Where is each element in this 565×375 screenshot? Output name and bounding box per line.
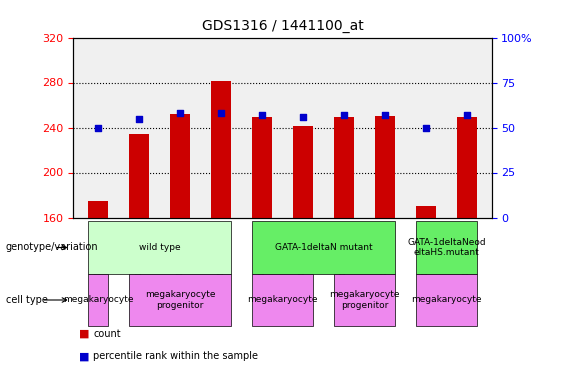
Bar (211, 81, 231, 218)
Bar (129, 134, 149, 218)
Text: megakaryocyte: megakaryocyte (63, 296, 133, 304)
Text: genotype/variation: genotype/variation (6, 243, 98, 252)
Point (176, 110, 185, 116)
Point (134, 116, 144, 122)
Text: GDS1316 / 1441100_at: GDS1316 / 1441100_at (202, 19, 363, 33)
Text: ■: ■ (79, 329, 90, 339)
Text: cell type: cell type (6, 295, 47, 305)
Point (258, 112, 267, 118)
Text: ■: ■ (79, 351, 90, 361)
Bar (170, 114, 190, 218)
Bar (252, 117, 272, 218)
Text: GATA-1deltaN mutant: GATA-1deltaN mutant (275, 243, 372, 252)
Point (216, 110, 225, 116)
Point (380, 112, 389, 118)
Point (462, 112, 471, 118)
Bar (375, 116, 396, 218)
Bar (416, 206, 436, 218)
Point (298, 114, 307, 120)
Bar (457, 117, 477, 218)
Text: megakaryocyte: megakaryocyte (247, 296, 318, 304)
Text: percentile rank within the sample: percentile rank within the sample (93, 351, 258, 361)
Point (340, 112, 349, 118)
Bar (88, 201, 108, 217)
Text: wild type: wild type (139, 243, 180, 252)
Text: GATA-1deltaNeod
eltaHS.mutant: GATA-1deltaNeod eltaHS.mutant (407, 238, 486, 257)
Point (421, 124, 431, 130)
Point (94, 124, 103, 130)
Bar (293, 126, 313, 218)
Text: megakaryocyte
progenitor: megakaryocyte progenitor (329, 290, 399, 310)
Text: count: count (93, 329, 121, 339)
Bar (334, 117, 354, 218)
Text: megakaryocyte: megakaryocyte (411, 296, 482, 304)
Text: megakaryocyte
progenitor: megakaryocyte progenitor (145, 290, 215, 310)
